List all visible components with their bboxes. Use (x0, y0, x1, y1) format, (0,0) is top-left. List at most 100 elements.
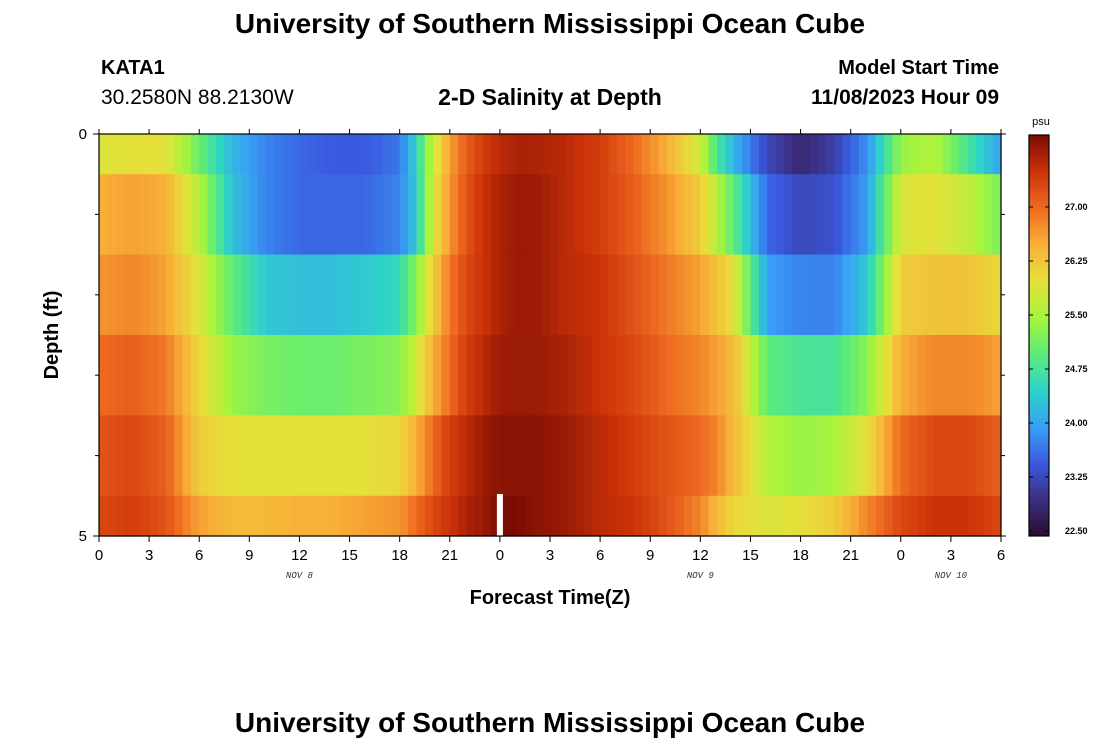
heatmap-cell (683, 495, 693, 537)
chart-subtitle: 2-D Salinity at Depth (438, 84, 662, 110)
heatmap-cell (984, 134, 994, 175)
heatmap-cell (424, 495, 434, 537)
heatmap-cell (224, 335, 234, 416)
heatmap-cell (408, 174, 417, 256)
heatmap-cell (658, 134, 668, 175)
heatmap-cell (190, 415, 200, 497)
heatmap-cell (992, 335, 1002, 416)
heatmap-cell (750, 254, 760, 336)
heatmap-cell (950, 415, 960, 497)
heatmap-cell (499, 174, 509, 256)
heatmap-cell (608, 415, 618, 497)
heatmap-cell (842, 174, 852, 256)
heatmap-cell (174, 134, 184, 175)
heatmap-cell (291, 335, 301, 416)
heatmap-cell (758, 495, 768, 537)
heatmap-cell (282, 174, 292, 256)
heatmap-cell (466, 134, 476, 175)
heatmap-cell (625, 134, 635, 175)
heatmap-cell (675, 415, 685, 497)
heatmap-cell (524, 495, 534, 537)
y-tick-label: 0 (79, 126, 87, 143)
heatmap-cell (257, 495, 267, 537)
heatmap-cell (892, 254, 902, 336)
heatmap-cell (550, 335, 559, 416)
heatmap-cell (558, 335, 568, 416)
x-tick-label: 3 (145, 547, 153, 564)
heatmap-cell (850, 415, 860, 497)
heatmap-cell (107, 174, 117, 256)
heatmap-cell (215, 415, 225, 497)
heatmap-cell (533, 335, 543, 416)
heatmap-cell (700, 335, 710, 416)
heatmap-cell (892, 415, 902, 497)
heatmap-cell (783, 415, 793, 497)
heatmap-cell (900, 134, 910, 175)
heatmap-cell (474, 335, 484, 416)
heatmap-cell (658, 495, 668, 537)
heatmap-cell (374, 495, 384, 537)
heatmap-cell (533, 134, 543, 175)
heatmap-cell (800, 415, 810, 497)
date-label: NOV 10 (935, 571, 968, 581)
heatmap-cell (867, 254, 877, 336)
heatmap-cell (474, 495, 484, 537)
heatmap-cell (533, 254, 543, 336)
current-time-marker (496, 494, 503, 536)
heatmap-cell (842, 335, 852, 416)
heatmap-cell (967, 254, 977, 336)
heatmap-cell (149, 495, 159, 537)
heatmap-cell (909, 415, 919, 497)
heatmap-cell (240, 495, 250, 537)
heatmap-cell (575, 495, 585, 537)
x-axis-title: Forecast Time(Z) (470, 587, 631, 609)
heatmap-cell (641, 134, 651, 175)
heatmap-cell (967, 335, 977, 416)
heatmap-cell (675, 134, 685, 175)
heatmap-cell (633, 495, 643, 537)
heatmap-cell (483, 134, 493, 175)
heatmap-cell (232, 254, 242, 336)
heatmap-cell (491, 495, 501, 537)
heatmap-cell (758, 254, 768, 336)
heatmap-cell (942, 495, 952, 537)
heatmap-cell (975, 134, 985, 175)
heatmap-cell (374, 254, 384, 336)
heatmap-cell (767, 174, 777, 256)
heatmap-cell (850, 335, 860, 416)
heatmap-cell (316, 174, 326, 256)
heatmap-cell (332, 174, 342, 256)
heatmap-cell (132, 134, 142, 175)
heatmap-cell (533, 415, 543, 497)
heatmap-cell (291, 134, 301, 175)
heatmap-cell (925, 254, 935, 336)
heatmap-cell (341, 415, 351, 497)
heatmap-cell (591, 254, 601, 336)
heatmap-cell (249, 174, 259, 256)
heatmap-cell (867, 495, 877, 537)
heatmap-cell (182, 134, 192, 175)
heatmap-cell (307, 134, 317, 175)
heatmap-cell (875, 254, 885, 336)
heatmap-cell (625, 495, 635, 537)
heatmap-cell (925, 174, 935, 256)
heatmap-cell (182, 174, 192, 256)
heatmap-cell (742, 174, 752, 256)
heatmap-cell (240, 134, 250, 175)
heatmap-cell (224, 254, 234, 336)
heatmap-cell (650, 254, 660, 336)
heatmap-cell (925, 134, 935, 175)
heatmap-cell (391, 415, 401, 497)
station-coordinates: 30.2580N 88.2130W (101, 86, 294, 109)
heatmap-cell (157, 254, 167, 336)
heatmap-cell (808, 174, 818, 256)
heatmap-cell (249, 495, 259, 537)
heatmap-cell (942, 254, 952, 336)
heatmap-cell (541, 495, 551, 537)
heatmap-cell (817, 174, 827, 256)
heatmap-cell (107, 134, 117, 175)
heatmap-cell (616, 174, 626, 256)
heatmap-cell (725, 134, 735, 175)
heatmap-cell (140, 254, 150, 336)
colorbar-scale (1028, 134, 1050, 537)
